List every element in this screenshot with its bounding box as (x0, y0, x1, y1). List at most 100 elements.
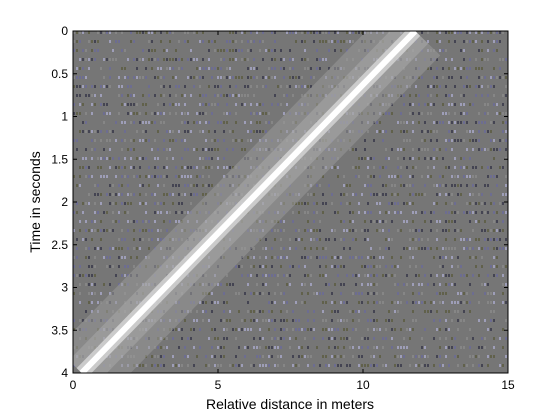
noise-cell (481, 337, 483, 340)
noise-cell (319, 184, 321, 187)
noise-cell (463, 157, 465, 160)
noise-cell (178, 184, 180, 187)
noise-cell (484, 202, 486, 205)
noise-cell (481, 49, 483, 52)
noise-cell (466, 112, 468, 115)
noise-cell (373, 292, 375, 295)
noise-cell (94, 229, 96, 232)
noise-cell (100, 139, 102, 142)
noise-cell (394, 283, 396, 286)
noise-cell (457, 292, 459, 295)
noise-cell (202, 148, 204, 151)
noise-cell (493, 247, 495, 250)
noise-cell (187, 175, 189, 178)
noise-cell (415, 211, 417, 214)
noise-cell (424, 310, 426, 313)
noise-cell (385, 337, 387, 340)
noise-cell (181, 67, 183, 70)
noise-cell (469, 202, 471, 205)
noise-cell (121, 175, 123, 178)
noise-cell (382, 364, 384, 367)
noise-cell (427, 166, 429, 169)
noise-cell (91, 274, 93, 277)
noise-cell (424, 184, 426, 187)
noise-cell (175, 112, 177, 115)
noise-cell (229, 58, 231, 61)
noise-cell (334, 40, 336, 43)
noise-cell (334, 364, 336, 367)
noise-cell (139, 76, 141, 79)
noise-cell (451, 121, 453, 124)
noise-cell (499, 202, 501, 205)
noise-cell (271, 319, 273, 322)
noise-cell (346, 193, 348, 196)
noise-cell (490, 310, 492, 313)
noise-cell (100, 202, 102, 205)
noise-cell (445, 193, 447, 196)
noise-cell (355, 256, 357, 259)
noise-cell (466, 166, 468, 169)
noise-cell (277, 85, 279, 88)
noise-cell (427, 103, 429, 106)
noise-cell (280, 319, 282, 322)
noise-cell (139, 166, 141, 169)
noise-cell (472, 166, 474, 169)
noise-cell (121, 229, 123, 232)
noise-cell (370, 355, 372, 358)
noise-cell (142, 139, 144, 142)
noise-cell (337, 364, 339, 367)
noise-cell (292, 58, 294, 61)
noise-cell (466, 364, 468, 367)
noise-cell (178, 328, 180, 331)
noise-cell (469, 139, 471, 142)
noise-cell (430, 103, 432, 106)
noise-cell (475, 202, 477, 205)
noise-cell (154, 58, 156, 61)
noise-cell (478, 274, 480, 277)
noise-cell (286, 301, 288, 304)
noise-cell (274, 319, 276, 322)
noise-cell (448, 328, 450, 331)
noise-cell (217, 157, 219, 160)
noise-cell (217, 94, 219, 97)
noise-cell (334, 49, 336, 52)
noise-cell (313, 310, 315, 313)
noise-cell (493, 220, 495, 223)
noise-cell (214, 67, 216, 70)
noise-cell (154, 220, 156, 223)
noise-cell (496, 265, 498, 268)
noise-cell (142, 94, 144, 97)
noise-cell (418, 283, 420, 286)
noise-cell (493, 175, 495, 178)
noise-cell (358, 256, 360, 259)
noise-cell (379, 220, 381, 223)
noise-cell (346, 40, 348, 43)
noise-cell (328, 364, 330, 367)
noise-cell (352, 238, 354, 241)
noise-cell (190, 193, 192, 196)
noise-cell (412, 319, 414, 322)
noise-cell (337, 256, 339, 259)
noise-cell (322, 40, 324, 43)
noise-cell (343, 229, 345, 232)
noise-cell (340, 40, 342, 43)
noise-cell (271, 355, 273, 358)
noise-cell (457, 355, 459, 358)
noise-cell (412, 229, 414, 232)
y-tick-label: 0 (61, 24, 68, 38)
noise-cell (289, 85, 291, 88)
noise-cell (265, 121, 267, 124)
noise-cell (334, 229, 336, 232)
noise-cell (496, 40, 498, 43)
noise-cell (352, 166, 354, 169)
noise-cell (367, 301, 369, 304)
noise-cell (436, 328, 438, 331)
noise-cell (226, 112, 228, 115)
noise-cell (112, 58, 114, 61)
noise-cell (136, 175, 138, 178)
noise-cell (88, 274, 90, 277)
noise-cell (190, 76, 192, 79)
noise-cell (91, 112, 93, 115)
noise-cell (394, 265, 396, 268)
noise-cell (229, 166, 231, 169)
